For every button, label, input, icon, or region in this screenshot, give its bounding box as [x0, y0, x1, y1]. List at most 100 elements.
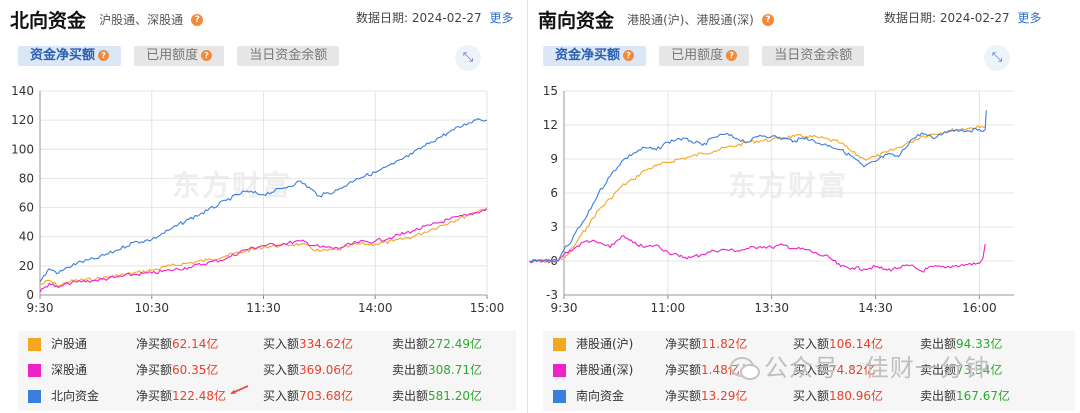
y-tick-label: 40 — [19, 230, 34, 244]
x-tick-label: 15:00 — [470, 301, 505, 315]
legend-swatch — [28, 364, 41, 377]
buy-amount: 买入额703.68亿 — [263, 389, 354, 403]
more-link[interactable]: 更多 — [489, 11, 514, 25]
sell-amount: 卖出额272.49亿 — [392, 337, 483, 351]
y-tick-label: 140 — [11, 84, 34, 98]
date-label: 数据日期: — [356, 11, 409, 25]
y-tick-label: -3 — [546, 288, 558, 302]
south-title: 南向资金 — [538, 10, 615, 32]
y-tick-label: 120 — [11, 113, 34, 127]
net-buy: 净买额13.29亿 — [665, 389, 748, 403]
legend-row: 北向资金 净买额122.48亿 买入额703.68亿 卖出额581.20亿 — [18, 383, 516, 409]
south-date-row: 数据日期: 2024-02-27 更多 — [884, 9, 1041, 26]
sell-amount: 卖出额308.71亿 — [392, 363, 483, 377]
date-label: 数据日期: — [884, 11, 937, 25]
tab-net-buy[interactable]: 资金净买额? — [18, 46, 122, 66]
help-icon[interactable]: ? — [191, 13, 204, 26]
legend-swatch — [28, 338, 41, 351]
legend-swatch — [28, 390, 41, 403]
north-chart: 0 20 40 60 80 100 120 140 9:30 10:30 11:30 14:00 15:… — [11, 84, 505, 315]
x-tick-label: 14:30 — [858, 301, 893, 315]
annotation-arrow-icon — [230, 385, 249, 394]
net-buy: 净买额11.82亿 — [665, 337, 748, 351]
net-buy: 净买额62.14亿 — [136, 337, 219, 351]
more-link[interactable]: 更多 — [1017, 11, 1042, 25]
net-buy: 净买额60.35亿 — [136, 363, 219, 377]
legend-row: 港股通(沪) 净买额11.82亿 买入额106.14亿 卖出额94.33亿 — [543, 331, 1075, 357]
x-tick-label: 13:30 — [754, 301, 789, 315]
help-icon: ? — [726, 50, 738, 61]
legend-swatch — [553, 364, 566, 377]
series-line — [39, 118, 488, 283]
x-tick-label: 11:30 — [246, 301, 281, 315]
tab-daily-balance[interactable]: 当日资金余额 — [762, 46, 865, 66]
tab-daily-balance[interactable]: 当日资金余额 — [237, 46, 340, 66]
legend-name: 深股通 — [51, 363, 88, 377]
y-tick-label: 100 — [11, 142, 34, 156]
legend-row: 深股通 净买额60.35亿 买入额369.06亿 卖出额308.71亿 — [18, 357, 516, 383]
date-value: 2024-02-27 — [411, 11, 482, 25]
y-tick-label: 3 — [550, 220, 558, 234]
y-tick-label: 6 — [550, 186, 558, 200]
sell-amount: 卖出额73.34亿 — [920, 363, 1003, 377]
net-buy: 净买额1.48亿 — [665, 363, 740, 377]
south-panel: 南向资金 港股通(沪)、港股通(深) ? 数据日期: 2024-02-27 更多… — [527, 0, 1080, 413]
x-tick-label: 16:00 — [962, 301, 997, 315]
help-icon: ? — [98, 50, 110, 61]
legend-row: 沪股通 净买额62.14亿 买入额334.62亿 卖出额272.49亿 — [18, 331, 516, 357]
y-tick-label: 0 — [26, 288, 34, 302]
wechat-icon — [730, 357, 760, 380]
south-subtitle: 港股通(沪)、港股通(深) — [627, 13, 754, 27]
y-tick-label: 0 — [550, 254, 558, 268]
buy-amount: 买入额106.14亿 — [793, 337, 884, 351]
date-value: 2024-02-27 — [939, 11, 1010, 25]
watermark-logo: 东方财富 — [728, 169, 849, 202]
south-legend: 港股通(沪) 净买额11.82亿 买入额106.14亿 卖出额94.33亿 港股… — [543, 331, 1075, 411]
series-line — [529, 110, 987, 263]
sell-amount: 卖出额94.33亿 — [920, 337, 1003, 351]
legend-name: 港股通(沪) — [576, 337, 634, 351]
y-tick-label: 15 — [543, 84, 558, 98]
wechat-watermark: 公众号 · 佳财一分钟 — [730, 348, 990, 383]
legend-swatch — [553, 338, 566, 351]
tab-used-quota[interactable]: 已用额度? — [659, 46, 750, 66]
expand-icon[interactable]: ⤡ — [984, 45, 1010, 71]
help-icon: ? — [201, 50, 213, 61]
north-legend: 沪股通 净买额62.14亿 买入额334.62亿 卖出额272.49亿 深股通 … — [18, 331, 516, 411]
y-tick-label: 80 — [19, 171, 34, 185]
legend-name: 港股通(深) — [576, 363, 634, 377]
x-tick-label: 9:30 — [551, 301, 578, 315]
north-date-row: 数据日期: 2024-02-27 更多 — [356, 9, 513, 26]
y-tick-label: 60 — [19, 201, 34, 215]
legend-name: 南向资金 — [576, 389, 625, 403]
buy-amount: 买入额369.06亿 — [263, 363, 354, 377]
watermark-logo: 东方财富 — [172, 169, 293, 202]
expand-icon[interactable]: ⤡ — [455, 45, 481, 71]
south-tabs: 资金净买额? 已用额度? 当日资金余额 — [543, 46, 872, 66]
x-tick-label: 10:30 — [134, 301, 169, 315]
legend-name: 沪股通 — [51, 337, 88, 351]
south-header: 南向资金 港股通(沪)、港股通(深) ? — [538, 6, 774, 32]
south-chart: -3 0 3 6 9 12 15 9:30 11:00 13:30 14:30 16:00 — [529, 84, 1014, 315]
sell-amount: 卖出额167.67亿 — [920, 389, 1011, 403]
sell-amount: 卖出额581.20亿 — [392, 389, 483, 403]
help-icon: ? — [623, 50, 635, 61]
help-icon[interactable]: ? — [761, 13, 774, 26]
tab-net-buy[interactable]: 资金净买额? — [543, 46, 647, 66]
buy-amount: 买入额180.96亿 — [793, 389, 884, 403]
legend-name: 北向资金 — [51, 389, 100, 403]
buy-amount: 买入额74.82亿 — [793, 363, 876, 377]
tab-used-quota[interactable]: 已用额度? — [134, 46, 225, 66]
x-tick-label: 11:00 — [651, 301, 686, 315]
series-line — [529, 235, 986, 273]
north-header: 北向资金 沪股通、深股通 ? — [10, 6, 204, 32]
legend-row: 南向资金 净买额13.29亿 买入额180.96亿 卖出额167.67亿 — [543, 383, 1075, 409]
legend-swatch — [553, 390, 566, 403]
x-tick-label: 14:00 — [358, 301, 393, 315]
series-line — [39, 208, 488, 293]
buy-amount: 买入额334.62亿 — [263, 337, 354, 351]
north-tabs: 资金净买额? 已用额度? 当日资金余额 — [18, 46, 347, 66]
legend-row: 港股通(深) 净买额1.48亿 买入额74.82亿 卖出额73.34亿 — [543, 357, 1075, 383]
north-panel: 北向资金 沪股通、深股通 ? 数据日期: 2024-02-27 更多 资金净买额… — [0, 0, 522, 413]
y-tick-label: 9 — [550, 152, 558, 166]
